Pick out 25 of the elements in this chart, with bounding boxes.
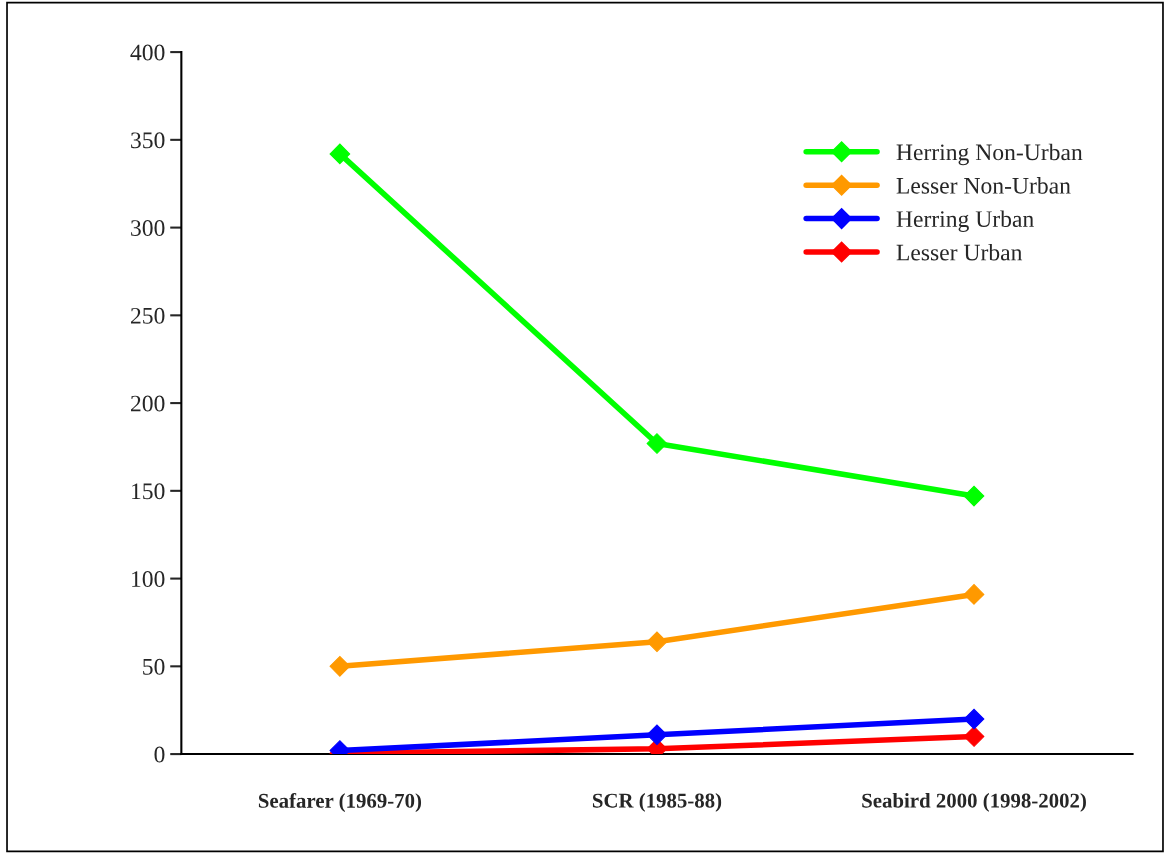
y-tick-label: 300: [131, 220, 165, 237]
point: [963, 485, 985, 507]
point: [646, 724, 668, 746]
legend-label: Herring Non-Urban: [896, 143, 1083, 166]
y-tick-label: 200: [131, 395, 165, 412]
x-tick-label: Seafarer (1969-70): [258, 792, 422, 813]
legend-label: Herring Urban: [896, 210, 1034, 232]
point: [963, 584, 985, 605]
legend-label: Lesser Urban: [896, 243, 1023, 261]
point: [646, 631, 668, 653]
point: [963, 708, 985, 730]
y-tick-label: 150: [132, 483, 165, 500]
point: [646, 433, 668, 454]
y-tick-label: 0: [154, 746, 165, 763]
y-tick-label: 350: [131, 132, 165, 149]
y-tick-label: 250: [131, 307, 165, 324]
point: [329, 143, 351, 165]
x-tick-label: SCR (1985-88): [592, 792, 722, 812]
x-tick-label: Seabird 2000 (1998-2002): [862, 792, 1086, 812]
y-tick-label: 400: [130, 44, 165, 61]
legend-label: Lesser Non-Urban: [896, 177, 1071, 194]
point: [329, 655, 351, 677]
point: [963, 726, 985, 747]
y-tick-label: 100: [132, 571, 165, 588]
y-tick-label: 50: [143, 658, 165, 675]
